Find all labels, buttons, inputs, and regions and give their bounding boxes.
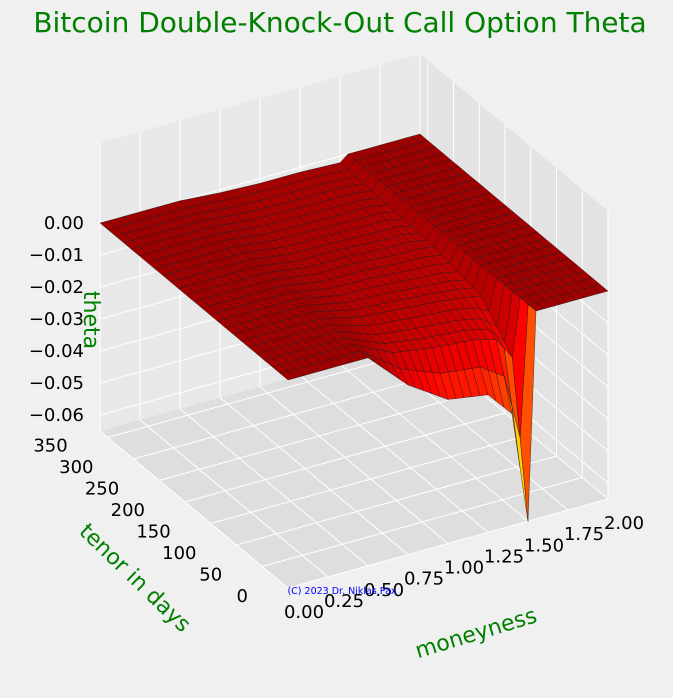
x-tick-label: 0.00 <box>284 602 324 623</box>
x-tick-label: 0.50 <box>364 580 404 601</box>
floor-gridline <box>259 386 449 544</box>
z-tick-label: −0.05 <box>29 373 84 394</box>
floor-gridline <box>184 412 506 503</box>
x-tick-label: 1.50 <box>524 535 564 556</box>
floor-gridline <box>219 397 409 556</box>
floor-gridline <box>287 498 609 589</box>
floor-gridline <box>236 455 557 546</box>
floor-gridline <box>139 419 329 578</box>
z-axis-label: theta <box>78 291 103 349</box>
x-tick-label: 0.25 <box>324 591 364 612</box>
y-axis-label: tenor in days <box>74 519 195 637</box>
y-tick-label: 250 <box>85 479 119 500</box>
chart-title: Bitcoin Double-Knock-Out Call Option The… <box>33 6 646 39</box>
floor-gridline <box>133 369 454 460</box>
x-tick-label: 1.00 <box>444 558 484 579</box>
y-tick-label: 50 <box>199 565 222 586</box>
floor-gridline <box>179 408 369 567</box>
copyright-note: (C) 2023 Dr. Niklas Pax <box>287 586 396 597</box>
x-tick-label: 1.75 <box>564 524 604 545</box>
y-tick-label: 200 <box>111 500 145 521</box>
y-tick-label: 0 <box>237 586 248 607</box>
floor-gridline <box>339 363 529 522</box>
x-tick-label: 0.75 <box>404 569 444 590</box>
y-tick-label: 150 <box>136 522 170 543</box>
y-tick-label: 350 <box>33 436 67 457</box>
y-tick-label: 300 <box>59 457 93 478</box>
z-tick-label: −0.03 <box>29 309 84 330</box>
floor-gridline <box>99 430 289 589</box>
floor-gridline <box>159 390 480 481</box>
y-tick-label: 100 <box>162 543 196 564</box>
z-tick-label: −0.06 <box>29 405 84 426</box>
surface-facet <box>591 284 609 294</box>
tick-labels: 0.000.250.500.751.001.251.501.752.000501… <box>29 213 644 623</box>
floor-gridline <box>107 347 428 438</box>
z-tick-label: −0.02 <box>29 277 84 298</box>
floor-gridline <box>210 433 531 524</box>
x-tick-label: 1.25 <box>484 546 524 567</box>
floor-gridline <box>299 374 489 533</box>
theta-surface <box>99 133 609 522</box>
z-tick-label: 0.00 <box>44 213 84 234</box>
z-tick-label: −0.04 <box>29 341 84 362</box>
x-axis-label: moneyness <box>412 603 540 664</box>
x-tick-label: 2.00 <box>604 513 644 534</box>
z-tick-label: −0.01 <box>29 245 84 266</box>
